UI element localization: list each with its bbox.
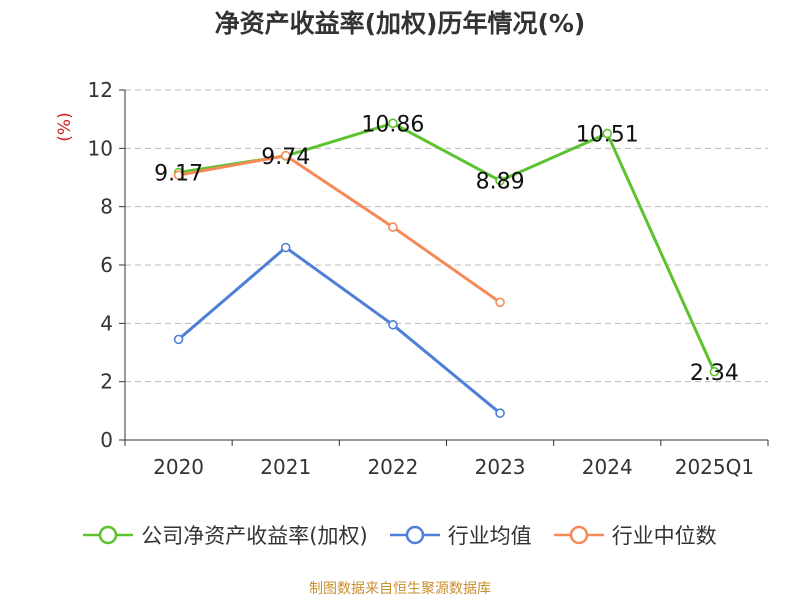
data-point-1 bbox=[388, 319, 398, 330]
y-tick-label: 0 bbox=[100, 428, 113, 452]
legend-item-company[interactable]: 公司净资产收益率(加权) bbox=[83, 520, 368, 550]
data-point-2 bbox=[495, 297, 505, 308]
legend-label-company: 公司净资产收益率(加权) bbox=[141, 524, 368, 548]
legend-marker-orange bbox=[553, 525, 604, 545]
data-label: 10.51 bbox=[576, 122, 639, 147]
data-point-1 bbox=[173, 334, 184, 345]
data-label: 8.89 bbox=[476, 170, 525, 195]
y-tick-label: 8 bbox=[100, 195, 113, 219]
x-tick-label: 2022 bbox=[367, 455, 418, 479]
data-point-0 bbox=[495, 175, 505, 186]
legend-label-industry-median: 行业中位数 bbox=[611, 524, 717, 548]
series-line-1 bbox=[177, 246, 502, 415]
source-note: 制图数据来自恒生聚源数据库 bbox=[309, 581, 491, 597]
x-tick-label: 2021 bbox=[260, 455, 311, 479]
y-tick-label: 10 bbox=[88, 136, 113, 160]
data-label: 9.74 bbox=[261, 145, 310, 170]
x-tick-label: 2025Q1 bbox=[675, 455, 754, 479]
data-point-1 bbox=[280, 242, 291, 253]
data-point-0 bbox=[388, 118, 398, 129]
y-tick-label: 4 bbox=[100, 311, 113, 335]
y-tick-label: 12 bbox=[88, 78, 113, 102]
series-line-2 bbox=[178, 154, 501, 304]
data-label: 9.17 bbox=[154, 162, 203, 187]
data-point-0 bbox=[709, 366, 720, 377]
legend-label-industry-mean: 行业均值 bbox=[447, 524, 532, 548]
data-point-2 bbox=[280, 150, 291, 161]
data-label: 2.34 bbox=[690, 361, 739, 386]
y-tick-label: 6 bbox=[100, 253, 113, 277]
data-point-2 bbox=[173, 170, 184, 180]
legend-item-industry-median[interactable]: 行业中位数 bbox=[553, 520, 717, 550]
x-tick-label: 2020 bbox=[153, 455, 204, 479]
x-tick-label: 2024 bbox=[582, 455, 633, 479]
legend-marker-blue bbox=[389, 525, 440, 545]
data-point-1 bbox=[495, 408, 505, 418]
x-tick-label: 2023 bbox=[475, 455, 526, 479]
legend: 公司净资产收益率(加权) 行业均值 行业中位数 bbox=[0, 520, 800, 550]
legend-marker-green bbox=[83, 525, 134, 545]
y-axis-label: (%) bbox=[55, 112, 75, 141]
data-point-2 bbox=[388, 222, 398, 232]
y-tick-label: 2 bbox=[100, 370, 113, 394]
chart-title: 净资产收益率(加权)历年情况(%) bbox=[214, 9, 586, 38]
data-point-0 bbox=[602, 128, 613, 139]
legend-item-industry-mean[interactable]: 行业均值 bbox=[389, 520, 532, 550]
data-label: 10.86 bbox=[361, 112, 424, 137]
